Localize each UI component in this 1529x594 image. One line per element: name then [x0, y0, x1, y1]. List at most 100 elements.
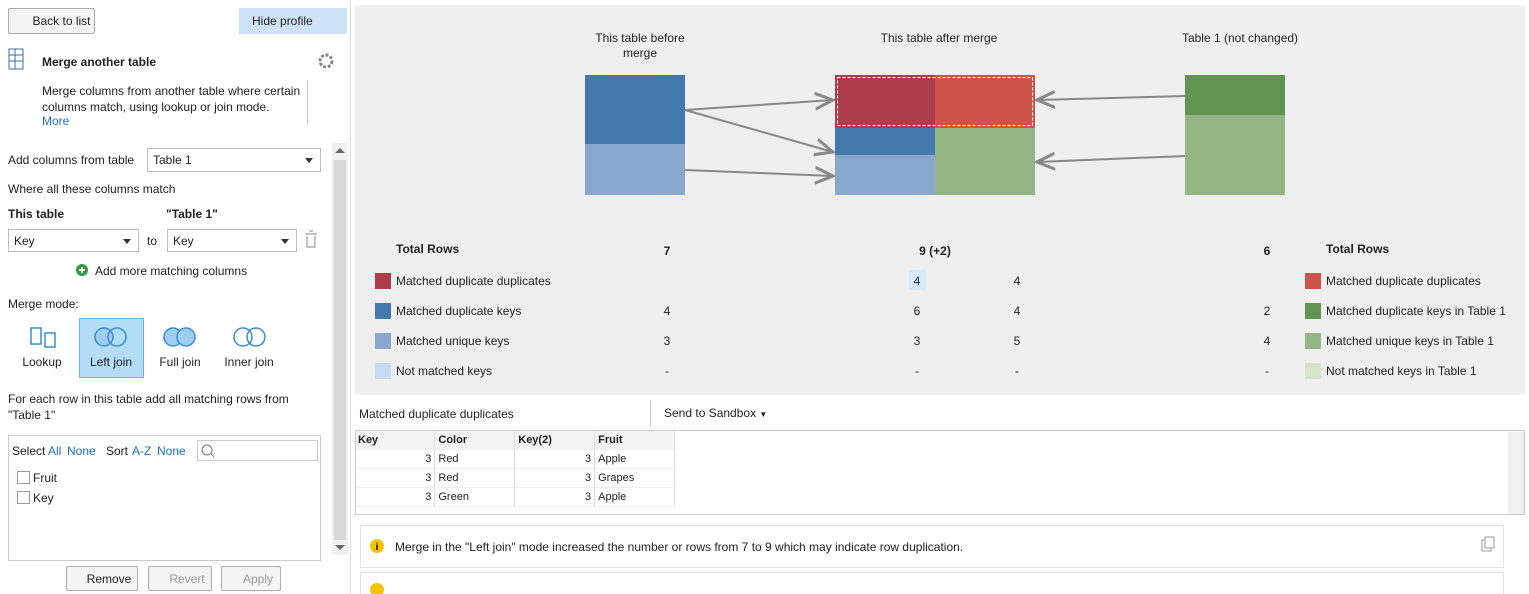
block	[1185, 75, 1285, 115]
header: This table	[8, 207, 65, 221]
block	[835, 155, 935, 195]
sandbox-button[interactable]: Send to Sandbox ▼	[664, 406, 768, 420]
list-control[interactable]: A-Z	[132, 444, 152, 458]
legend-swatch	[375, 273, 391, 289]
merge-mode[interactable]: Lookup	[22, 355, 62, 369]
preview-table: Key Color Key(2) Fruit 3 Red 3 Apple 3 Red 3 Grapes…	[355, 431, 675, 507]
diagram-header: This table before merge	[595, 31, 685, 60]
row-value: -	[915, 364, 919, 378]
action-button[interactable]: Revert	[148, 566, 212, 591]
widget-description: Merge columns from another table where c…	[42, 84, 301, 114]
legend-swatch	[1305, 333, 1321, 349]
hide-button[interactable]: Hide profile	[239, 8, 347, 34]
row-label: Matched unique keys	[396, 334, 510, 348]
legend-swatch	[1305, 363, 1321, 379]
row-value: 3	[913, 334, 921, 348]
total-label: Total Rows	[396, 242, 460, 256]
row-value: -	[1015, 364, 1019, 378]
key-select[interactable]: Key	[8, 229, 139, 252]
cell: 3	[355, 487, 436, 507]
selection	[837, 77, 1033, 126]
list-control[interactable]: All	[48, 444, 62, 458]
back-button[interactable]: Back to list	[8, 8, 95, 34]
diagram-header: Table 1 (not changed)	[1181, 31, 1299, 45]
cell: 3	[514, 468, 596, 488]
action-button[interactable]: Remove	[66, 566, 138, 591]
list-control[interactable]: None	[157, 444, 186, 458]
row-label: Matched unique keys in Table 1	[1326, 334, 1494, 348]
column-header[interactable]: Color	[434, 431, 516, 450]
list-item[interactable]: Key	[33, 491, 54, 505]
svg-text:i: i	[376, 542, 379, 553]
block	[935, 128, 1035, 195]
row-value: 3	[663, 334, 671, 348]
column-header[interactable]: Key	[355, 431, 436, 450]
table-select[interactable]: Table 1	[147, 148, 321, 172]
label: Merge mode:	[8, 297, 79, 311]
total-value: 6	[1263, 244, 1271, 258]
cell: 3	[514, 449, 596, 469]
row-value: 6	[913, 304, 921, 318]
cell: Apple	[594, 449, 675, 469]
row-value: -	[665, 364, 669, 378]
label: to	[147, 234, 158, 248]
cell: Red	[434, 468, 516, 488]
row-value: 2	[1263, 304, 1271, 318]
cell: 3	[514, 487, 596, 507]
merge-mode[interactable]: Full join	[159, 355, 201, 369]
legend-swatch	[375, 303, 391, 319]
cell: 3	[355, 468, 436, 488]
cell: Green	[434, 487, 516, 507]
list-control[interactable]: None	[67, 444, 96, 458]
block	[935, 75, 1035, 128]
list-item[interactable]: Fruit	[33, 471, 57, 485]
row-value: 4	[1263, 334, 1271, 348]
row-value: 4	[1013, 304, 1021, 318]
merge-mode[interactable]: Inner join	[224, 355, 274, 369]
block	[835, 75, 935, 128]
action-button[interactable]: Apply	[221, 566, 281, 591]
more-link[interactable]: More	[42, 114, 70, 128]
legend-swatch	[375, 333, 391, 349]
cell: 3	[355, 449, 436, 469]
block	[1185, 115, 1285, 195]
block	[835, 128, 935, 155]
add-matching[interactable]: Add more matching columns	[95, 264, 248, 278]
cell: Apple	[594, 487, 675, 507]
total-value: 9 (+2)	[919, 244, 951, 258]
legend-swatch	[375, 363, 391, 379]
row-value: 4	[663, 304, 671, 318]
arrows	[684, 96, 1186, 176]
diagram-background	[355, 5, 1525, 395]
key-select[interactable]: Key	[167, 229, 297, 252]
row-label: Matched duplicate keys in Table 1	[1326, 304, 1506, 318]
row-label: Matched duplicate keys	[396, 304, 522, 318]
cell: Red	[434, 449, 516, 469]
row-value: 5	[1013, 334, 1021, 348]
row-value: 4	[913, 274, 921, 288]
warning-text: Merge in the "Left join" mode increased …	[395, 540, 964, 554]
row-label: Matched duplicate duplicates	[396, 274, 551, 288]
total-value: 7	[663, 244, 671, 258]
row-value: -	[1265, 364, 1269, 378]
block	[585, 144, 685, 195]
row-value: 4	[1013, 274, 1021, 288]
table-frame	[355, 430, 1525, 515]
legend-swatch	[1305, 303, 1321, 319]
list-control: Sort	[106, 444, 129, 458]
label: Where all these columns match	[8, 182, 176, 196]
column-header[interactable]: Fruit	[594, 431, 675, 450]
cell: Grapes	[594, 468, 675, 488]
header: "Table 1"	[166, 207, 218, 221]
block	[585, 75, 685, 144]
row-label: Not matched keys	[396, 364, 493, 378]
merge-mode[interactable]: Left join	[89, 355, 133, 369]
legend-swatch	[1305, 273, 1321, 289]
label: Add columns from table	[8, 153, 135, 167]
total-label: Total Rows	[1326, 242, 1390, 256]
column-header[interactable]: Key(2)	[514, 431, 596, 450]
diagram-header: This table after merge	[880, 31, 998, 45]
row-label: Not matched keys in Table 1	[1326, 364, 1477, 378]
cell-highlight	[909, 270, 926, 290]
